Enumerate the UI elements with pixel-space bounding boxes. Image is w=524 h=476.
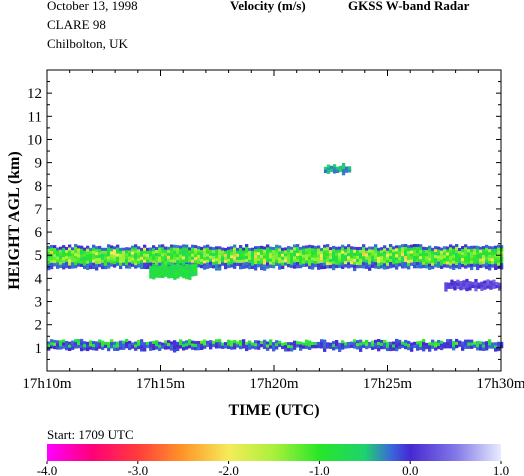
echo-small-echo-near-9-km xyxy=(323,163,352,176)
x-axis-title: TIME (UTC) xyxy=(228,402,319,419)
colorbar-tick-label: -4.0 xyxy=(37,463,58,476)
echo-mid-level-cloud-layer xyxy=(47,244,504,272)
y-tick-label: 1 xyxy=(35,341,43,357)
colorbar xyxy=(47,444,501,461)
location-label: Chilbolton, UK xyxy=(47,36,128,51)
date-label: October 13, 1998 xyxy=(47,0,138,13)
colorbar-tick-label: 1.0 xyxy=(493,463,509,476)
y-tick-label: 2 xyxy=(35,318,43,334)
y-tick-label: 8 xyxy=(35,179,43,195)
echo-layer-base-at-4-1-4-3-km xyxy=(149,262,198,280)
y-axis-title: HEIGHT AGL (km) xyxy=(6,151,23,289)
y-tick-label: 12 xyxy=(27,86,42,102)
start-time-label: Start: 1709 UTC xyxy=(47,427,134,442)
echo-low-level-layer xyxy=(47,338,504,353)
y-tick-label: 7 xyxy=(35,202,43,218)
x-tick-label: 17h30m xyxy=(476,376,524,392)
colorbar-tick-label: 0.0 xyxy=(402,463,418,476)
y-tick-label: 9 xyxy=(35,156,43,172)
y-tick-label: 6 xyxy=(35,225,43,241)
campaign-label: CLARE 98 xyxy=(47,17,106,32)
x-tick-label: 17h25m xyxy=(363,376,413,392)
instrument-title: GKSS W-band Radar xyxy=(348,0,470,13)
colorbar-tick-label: -1.0 xyxy=(309,463,330,476)
colorbar-tick-label: -3.0 xyxy=(128,463,149,476)
plot-area xyxy=(47,70,501,371)
x-tick-label: 17h10m xyxy=(22,376,72,392)
y-tick-label: 10 xyxy=(27,132,42,148)
y-tick-label: 3 xyxy=(35,295,43,311)
y-tick-label: 4 xyxy=(35,271,43,287)
echo-thin-echo-near-3-8-km xyxy=(444,278,502,292)
x-tick-label: 17h15m xyxy=(136,376,186,392)
colorbar-tick-label: -2.0 xyxy=(218,463,239,476)
y-tick-label: 11 xyxy=(28,109,42,125)
y-tick-label: 5 xyxy=(35,248,43,264)
quantity-title: Velocity (m/s) xyxy=(230,0,306,13)
x-tick-label: 17h20m xyxy=(249,376,299,392)
